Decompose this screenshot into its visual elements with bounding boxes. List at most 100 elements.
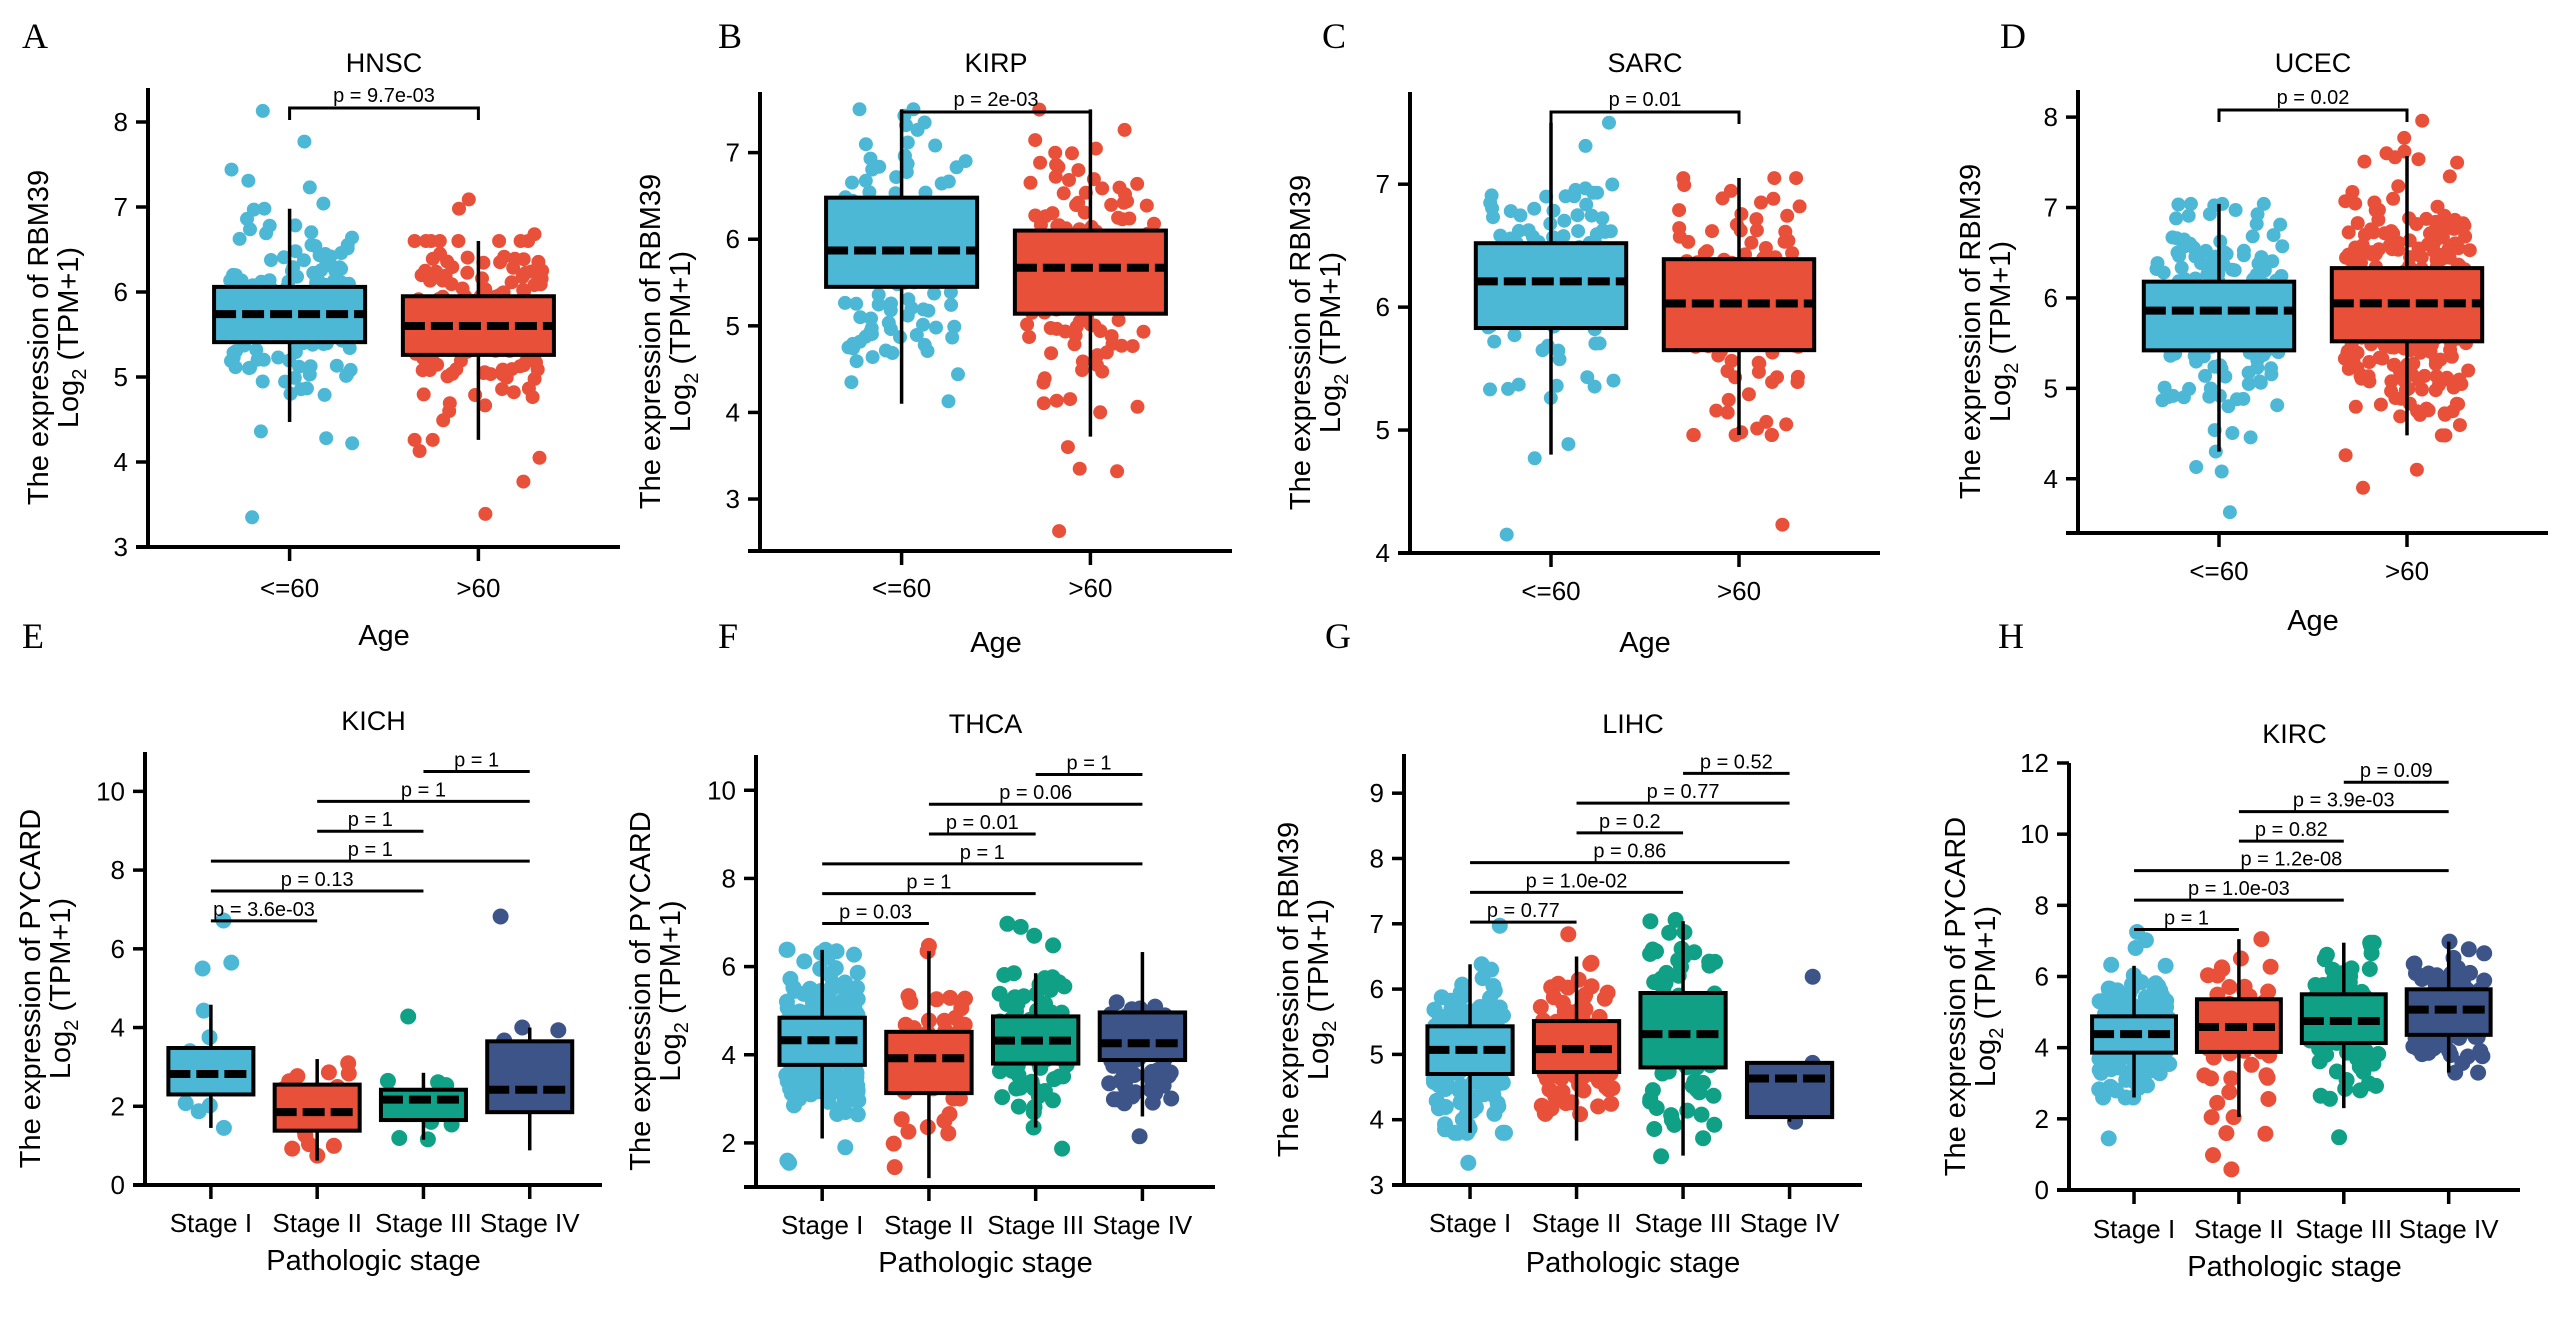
- outlier-point: [1131, 1128, 1148, 1145]
- panel-letter: E: [22, 616, 44, 656]
- data-point: [837, 974, 853, 991]
- box-1: [272, 1082, 362, 1133]
- data-point: [1570, 208, 1585, 223]
- data-point: [2359, 1050, 2376, 1067]
- chart-title: UCEC: [2275, 48, 2352, 78]
- data-point: [945, 330, 960, 345]
- data-point: [1790, 369, 1805, 384]
- outlier-point: [837, 1139, 854, 1156]
- y-axis-label-line2: Log2 (TPM+1): [1985, 241, 2023, 422]
- box-0: [824, 195, 980, 289]
- data-point: [1552, 352, 1567, 367]
- data-point: [2411, 152, 2426, 167]
- data-points: [167, 908, 567, 1164]
- data-point: [2328, 1063, 2345, 1080]
- data-point: [1676, 171, 1691, 186]
- data-point: [1550, 975, 1567, 992]
- data-point: [2259, 1069, 2276, 1086]
- significance-brackets: p = 0.77 p = 1.0e-02 p = 0.86 p = 0.2 p = 0.…: [1470, 751, 1790, 924]
- outlier-point: [2218, 1125, 2235, 1142]
- y-tick-label: 2: [111, 1091, 125, 1121]
- outlier-point: [245, 510, 260, 525]
- x-tick-label: <=60: [260, 573, 319, 603]
- data-point: [249, 342, 264, 357]
- data-point: [1028, 133, 1043, 148]
- data-point: [900, 988, 917, 1005]
- data-point: [2311, 1053, 2328, 1070]
- data-point: [1033, 155, 1048, 170]
- data-point: [2273, 217, 2288, 232]
- data-point: [2373, 397, 2388, 412]
- y-tick-label: 0: [2035, 1175, 2049, 1205]
- data-point: [846, 341, 861, 356]
- ylabel-subscript: 2: [61, 1020, 83, 1031]
- data-point: [2472, 1043, 2489, 1059]
- y-tick-label: 6: [1376, 292, 1390, 322]
- data-point: [1044, 346, 1059, 361]
- x-tick-label: Stage III: [1635, 1208, 1732, 1238]
- data-point: [2452, 418, 2467, 433]
- outlier-point: [302, 180, 317, 195]
- data-point: [1472, 1000, 1489, 1017]
- data-point: [1549, 378, 1564, 393]
- significance-brackets: p = 2e-03: [900, 89, 1092, 124]
- data-point: [858, 173, 873, 188]
- data-point: [1568, 182, 1583, 197]
- data-point: [2348, 399, 2363, 414]
- p-value-label: p = 0.09: [2360, 760, 2433, 782]
- chart-title: HNSC: [346, 48, 423, 78]
- data-point: [1111, 210, 1126, 225]
- outlier-point: [2257, 1125, 2274, 1142]
- panel-letter: A: [22, 16, 48, 56]
- data-point: [2461, 363, 2476, 378]
- data-point: [2387, 340, 2402, 355]
- data-point: [2437, 406, 2452, 421]
- significance-brackets: p = 3.6e-03 p = 0.13 p = 1 p = 1 p = 1 p = 1: [210, 749, 530, 923]
- data-point: [1006, 989, 1023, 1006]
- x-tick-label: <=60: [872, 573, 931, 603]
- data-point: [1749, 212, 1764, 227]
- p-value-label: p = 0.13: [281, 869, 354, 891]
- p-value-label: p = 1.0e-03: [2188, 878, 2290, 900]
- data-point: [1579, 197, 1594, 212]
- data-point: [1777, 234, 1792, 249]
- data-point: [1672, 203, 1687, 218]
- data-point: [2256, 196, 2271, 211]
- data-point: [303, 359, 318, 374]
- data-point: [928, 991, 945, 1008]
- p-value-label: p = 0.77: [1647, 781, 1720, 803]
- data-point: [1789, 171, 1804, 186]
- y-tick-label: 2: [2035, 1104, 2049, 1134]
- data-point: [2243, 430, 2258, 445]
- data-point: [900, 1123, 917, 1140]
- data-point: [1093, 405, 1108, 420]
- data-point: [460, 265, 475, 280]
- box-fill-0: [1475, 243, 1627, 329]
- data-point: [885, 346, 900, 360]
- data-point: [1584, 208, 1599, 223]
- y-tick-label: 5: [114, 362, 128, 392]
- data-point: [1570, 971, 1587, 988]
- data-point: [1093, 324, 1108, 338]
- data-point: [497, 249, 512, 264]
- data-point: [994, 1089, 1011, 1106]
- y-tick-label: 7: [726, 138, 740, 168]
- y-tick-label: 4: [1376, 538, 1390, 568]
- data-point: [2341, 247, 2356, 262]
- data-point: [2149, 262, 2164, 276]
- data-point: [2198, 243, 2213, 258]
- data-point: [2176, 390, 2191, 405]
- ylabel-log: Log: [1315, 385, 1347, 433]
- outlier-point: [516, 474, 531, 489]
- data-point: [2249, 216, 2264, 231]
- data-point: [1546, 203, 1561, 218]
- data-point: [1491, 999, 1508, 1016]
- data-point: [844, 375, 859, 390]
- data-point: [2386, 191, 2401, 206]
- outlier-point: [2103, 956, 2120, 973]
- x-tick-label: Stage III: [375, 1208, 472, 1238]
- outlier-point: [1045, 937, 1062, 954]
- data-point: [2157, 957, 2174, 974]
